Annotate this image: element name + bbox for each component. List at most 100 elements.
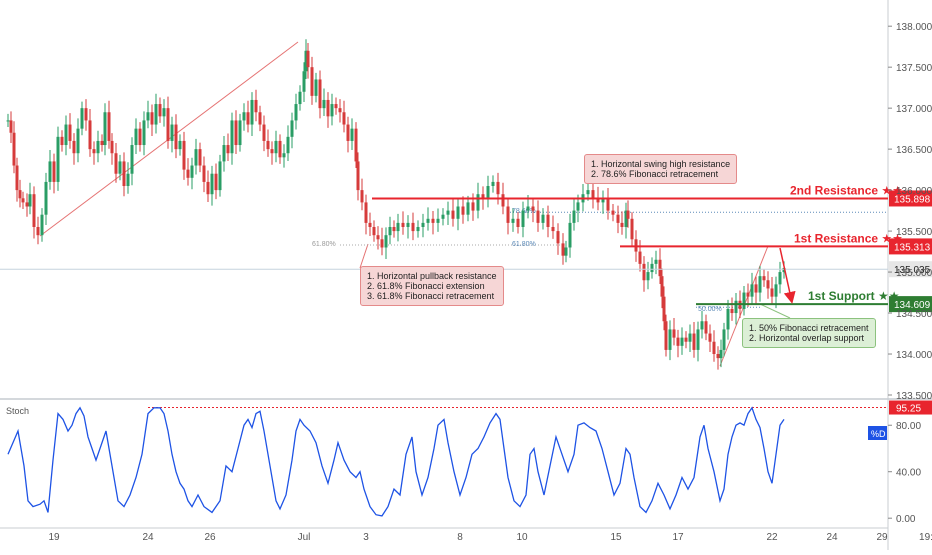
candle bbox=[664, 321, 668, 350]
candle bbox=[48, 161, 52, 182]
candle bbox=[441, 214, 445, 219]
pointer-line bbox=[759, 303, 791, 319]
candle bbox=[516, 218, 520, 227]
candle bbox=[754, 284, 758, 293]
projection-arrow bbox=[779, 247, 796, 304]
annotation-pullback: 1. Horizontal pullback resistance 2. 61.… bbox=[360, 266, 504, 306]
candle bbox=[174, 124, 178, 150]
candle bbox=[242, 112, 246, 121]
candle bbox=[310, 67, 314, 96]
candle bbox=[586, 190, 590, 195]
y-tick-label: 137.000 bbox=[896, 104, 932, 115]
x-tick-label: 15 bbox=[610, 532, 622, 543]
candle bbox=[360, 190, 364, 203]
candle bbox=[28, 194, 32, 207]
candle bbox=[72, 140, 76, 154]
candle bbox=[298, 91, 302, 105]
level-label: 1st Resistance ★★ bbox=[794, 231, 903, 245]
y-tick-label: 40.00 bbox=[896, 468, 921, 479]
candle bbox=[704, 321, 708, 334]
candle bbox=[304, 50, 308, 72]
candle bbox=[25, 202, 29, 207]
candle bbox=[436, 218, 440, 223]
candle bbox=[688, 333, 692, 342]
candle bbox=[551, 226, 555, 232]
candle bbox=[778, 272, 782, 285]
candle bbox=[471, 202, 475, 211]
candle bbox=[52, 161, 56, 182]
candle bbox=[346, 124, 350, 141]
candle bbox=[446, 210, 450, 215]
candle bbox=[692, 333, 696, 350]
y-tick-label: 136.500 bbox=[896, 145, 932, 156]
candle bbox=[334, 104, 338, 109]
candle bbox=[266, 140, 270, 150]
candle bbox=[364, 202, 368, 223]
candle bbox=[486, 186, 490, 199]
candle bbox=[338, 108, 342, 113]
candle bbox=[426, 218, 430, 223]
current-price-value: 135.035 bbox=[894, 265, 931, 276]
candle bbox=[624, 210, 628, 227]
candle bbox=[568, 222, 572, 248]
candle bbox=[142, 120, 146, 146]
candle bbox=[302, 71, 306, 92]
candle bbox=[250, 99, 254, 125]
annotation-line: 1. 50% Fibonacci retracement bbox=[749, 323, 869, 333]
candle bbox=[700, 321, 704, 330]
candle bbox=[218, 161, 222, 191]
candle bbox=[44, 181, 48, 215]
candle bbox=[416, 226, 420, 232]
candle bbox=[712, 341, 716, 355]
candle bbox=[642, 263, 646, 281]
level-price-tag bbox=[889, 238, 932, 255]
candle bbox=[318, 79, 322, 109]
candle bbox=[564, 247, 568, 256]
candle bbox=[158, 104, 162, 117]
y-tick-label: 134.500 bbox=[896, 309, 932, 320]
candle bbox=[526, 206, 530, 211]
candle bbox=[80, 108, 84, 129]
candle bbox=[322, 99, 326, 109]
candle bbox=[774, 284, 778, 297]
candle bbox=[722, 329, 726, 350]
level-price-value: 135.898 bbox=[894, 194, 931, 205]
candle bbox=[6, 120, 10, 122]
candle bbox=[60, 136, 64, 146]
annotation-support: 1. 50% Fibonacci retracement 2. Horizont… bbox=[742, 318, 876, 348]
candle bbox=[186, 169, 190, 178]
candle bbox=[278, 140, 282, 158]
candle bbox=[76, 128, 80, 154]
candle bbox=[202, 165, 206, 182]
candle bbox=[531, 206, 535, 211]
candle bbox=[668, 329, 672, 350]
candle bbox=[496, 181, 500, 195]
candle bbox=[770, 288, 774, 297]
candle bbox=[782, 267, 786, 273]
candle bbox=[356, 161, 360, 191]
candle bbox=[561, 243, 565, 256]
candle bbox=[758, 276, 762, 293]
candle bbox=[198, 149, 202, 166]
candles-layer bbox=[6, 39, 786, 370]
candle bbox=[572, 210, 576, 223]
candle bbox=[258, 112, 262, 125]
candle bbox=[719, 349, 723, 359]
x-tick-label: 24 bbox=[826, 532, 838, 543]
candle bbox=[392, 226, 396, 232]
candle bbox=[421, 222, 425, 227]
candle bbox=[15, 165, 19, 191]
candle bbox=[476, 194, 480, 211]
candle bbox=[541, 214, 545, 223]
candle bbox=[730, 308, 734, 314]
level-price-value: 134.609 bbox=[894, 300, 931, 311]
x-tick-label: 19: bbox=[919, 532, 932, 543]
candle bbox=[746, 292, 750, 297]
candle bbox=[626, 210, 630, 219]
y-tick-label: 138.000 bbox=[896, 22, 932, 33]
axes: 138.000 137.500 137.000 136.500 136.000 135.5… bbox=[6, 22, 932, 543]
y-tick-label: 137.500 bbox=[896, 63, 932, 74]
current-price-tag bbox=[889, 261, 932, 278]
candle bbox=[660, 276, 664, 297]
